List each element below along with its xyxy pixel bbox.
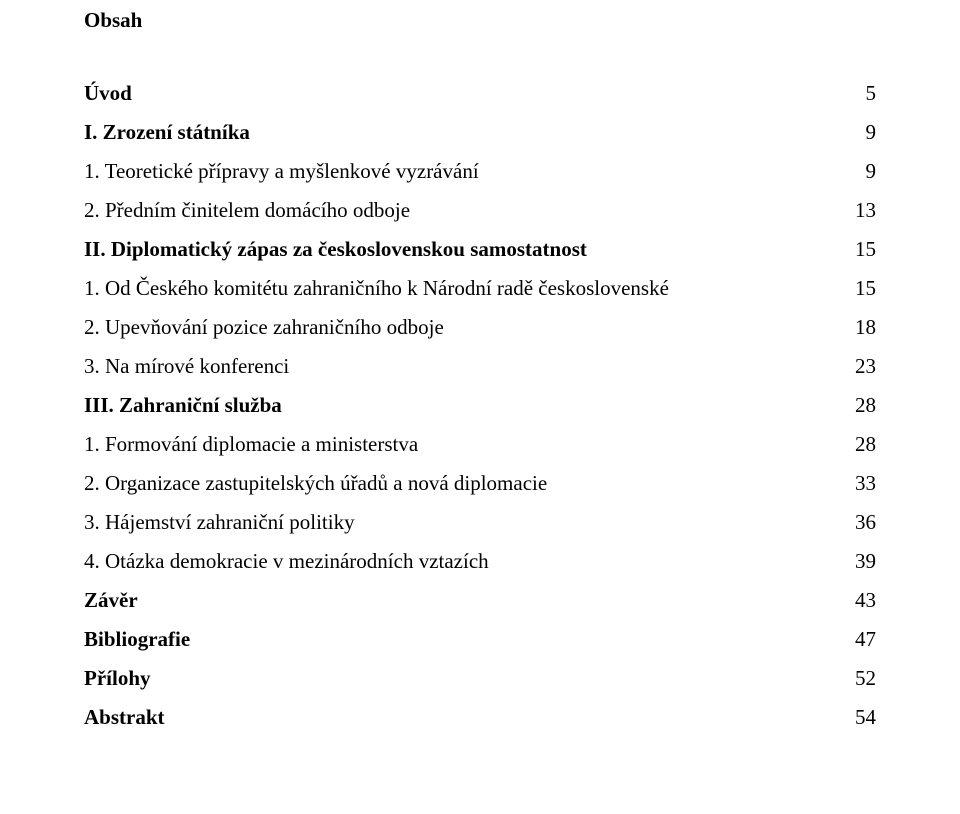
toc-entry: 2. Organizace zastupitelských úřadů a no… [84,471,876,496]
toc-entry-label: 3. Hájemství zahraniční politiky [84,510,355,535]
toc-entry-page: 33 [855,471,876,496]
toc-list: Úvod 5 I. Zrození státníka 9 1. Teoretické p… [84,81,876,730]
toc-entry-label: I. Zrození státníka [84,120,250,145]
toc-entry: Přílohy 52 [84,666,876,691]
toc-entry-page: 5 [866,81,877,106]
toc-entry: 3. Hájemství zahraniční politiky 36 [84,510,876,535]
toc-entry-page: 15 [855,237,876,262]
toc-entry: 3. Na mírové konferenci 23 [84,354,876,379]
toc-entry-label: 1. Teoretické přípravy a myšlenkové vyzr… [84,159,479,184]
toc-entry: 1. Od Českého komitétu zahraničního k Ná… [84,276,876,301]
toc-entry-label: 2. Předním činitelem domácího odboje [84,198,410,223]
toc-entry: 2. Upevňování pozice zahraničního odboje… [84,315,876,340]
toc-entry-page: 23 [855,354,876,379]
toc-entry: 4. Otázka demokracie v mezinárodních vzt… [84,549,876,574]
toc-entry-label: 2. Upevňování pozice zahraničního odboje [84,315,444,340]
toc-entry-page: 15 [855,276,876,301]
toc-entry: Bibliografie 47 [84,627,876,652]
toc-title: Obsah [84,8,876,33]
toc-entry-page: 47 [855,627,876,652]
toc-entry: Abstrakt 54 [84,705,876,730]
toc-entry-page: 39 [855,549,876,574]
toc-entry-page: 43 [855,588,876,613]
document-page: Obsah Úvod 5 I. Zrození státníka 9 1. Teoret… [0,0,960,764]
toc-entry-page: 18 [855,315,876,340]
toc-entry-label: 4. Otázka demokracie v mezinárodních vzt… [84,549,489,574]
toc-entry-label: 1. Formování diplomacie a ministerstva [84,432,418,457]
toc-entry: I. Zrození státníka 9 [84,120,876,145]
toc-entry-label: Přílohy [84,666,151,691]
toc-entry-page: 54 [855,705,876,730]
toc-entry-page: 9 [866,120,877,145]
toc-entry: Závěr 43 [84,588,876,613]
toc-entry-page: 28 [855,393,876,418]
toc-entry-page: 9 [866,159,877,184]
toc-entry-label: 2. Organizace zastupitelských úřadů a no… [84,471,547,496]
toc-entry-page: 28 [855,432,876,457]
toc-entry-label: III. Zahraniční služba [84,393,282,418]
toc-entry-page: 52 [855,666,876,691]
toc-entry: III. Zahraniční služba 28 [84,393,876,418]
toc-entry-page: 13 [855,198,876,223]
toc-entry: II. Diplomatický zápas za československo… [84,237,876,262]
toc-entry-label: 1. Od Českého komitétu zahraničního k Ná… [84,276,669,301]
toc-entry-label: 3. Na mírové konferenci [84,354,289,379]
toc-entry-label: Bibliografie [84,627,190,652]
toc-entry: 1. Teoretické přípravy a myšlenkové vyzr… [84,159,876,184]
toc-entry-label: Úvod [84,81,132,106]
toc-entry: Úvod 5 [84,81,876,106]
toc-entry: 1. Formování diplomacie a ministerstva 28 [84,432,876,457]
toc-entry: 2. Předním činitelem domácího odboje 13 [84,198,876,223]
toc-entry-label: Abstrakt [84,705,165,730]
toc-entry-page: 36 [855,510,876,535]
toc-entry-label: II. Diplomatický zápas za československo… [84,237,587,262]
toc-entry-label: Závěr [84,588,138,613]
